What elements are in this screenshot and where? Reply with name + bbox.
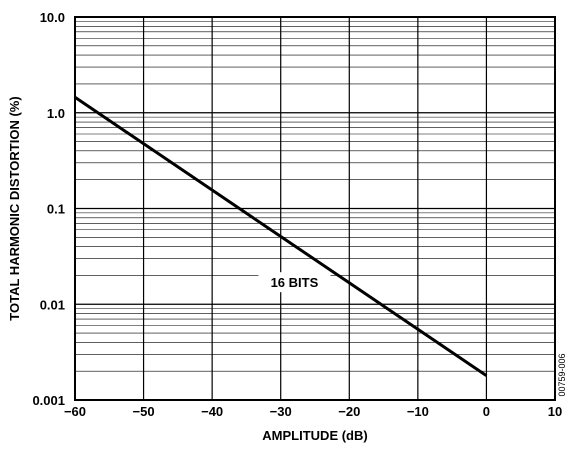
- y-tick-label: 10.0: [40, 10, 65, 25]
- x-axis-title: AMPLITUDE (dB): [262, 428, 367, 443]
- x-tick-label: −20: [338, 404, 360, 419]
- x-tick-labels: −60 −50 −40 −30 −20 −10 0 10: [64, 404, 562, 419]
- x-tick-label: −40: [201, 404, 223, 419]
- series-line-16-bits: [74, 96, 488, 377]
- x-tick-label: 0: [483, 404, 490, 419]
- plot-frame: [74, 16, 556, 401]
- x-tick-label: −10: [407, 404, 429, 419]
- series-label-16-bits: 16 BITS: [271, 275, 319, 290]
- y-tick-label: 0.001: [32, 393, 65, 408]
- x-tick-label: −60: [64, 404, 86, 419]
- y-tick-label: 0.01: [40, 297, 65, 312]
- x-tick-label: −50: [133, 404, 155, 419]
- x-tick-label: 10: [548, 404, 562, 419]
- y-tick-label: 0.1: [47, 202, 65, 217]
- y-axis-title: TOTAL HARMONIC DISTORTION (%): [7, 96, 22, 320]
- series-layer: [74, 96, 488, 377]
- minor-gridlines: [75, 21, 555, 372]
- figure-id-label: 00759-006: [557, 353, 567, 396]
- annotation-layer: 16 BITS: [258, 272, 331, 293]
- x-tick-label: −30: [270, 404, 292, 419]
- y-tick-label: 1.0: [47, 106, 65, 121]
- y-tick-labels: 0.001 0.01 0.1 1.0 10.0: [32, 10, 65, 408]
- annotation-background: [258, 272, 331, 293]
